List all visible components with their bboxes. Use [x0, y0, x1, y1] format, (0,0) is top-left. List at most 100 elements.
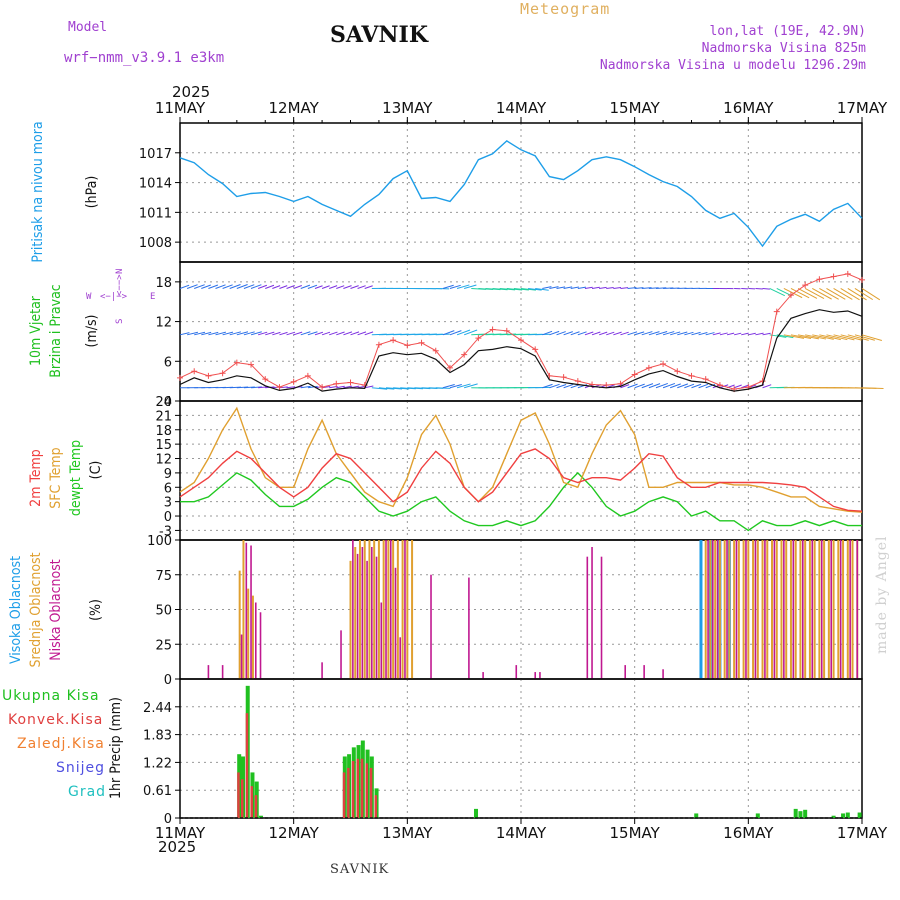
wind-barb: [861, 288, 881, 301]
wind-barb: [591, 286, 600, 289]
wind-barb: [598, 331, 608, 336]
panel-frame: [179, 261, 863, 402]
sfc-temp-line: [179, 406, 863, 513]
wind-barb: [812, 288, 832, 300]
wind-barb: [251, 386, 262, 389]
precip-bar: [237, 772, 240, 818]
wind-barb: [861, 387, 884, 389]
wind-barb: [528, 287, 542, 291]
wind-barb: [236, 284, 248, 289]
pressure-unit-label: (hPa): [84, 176, 100, 209]
compass-arrow-ns: <−−>: [115, 274, 125, 296]
wind-speed-line: [179, 309, 863, 392]
wind-barb: [627, 331, 638, 336]
wind-barb: [208, 331, 219, 336]
gust-marker: [787, 292, 794, 299]
wind-barb: [364, 385, 374, 389]
wind-barb: [670, 383, 681, 389]
wind-barb: [847, 288, 867, 301]
wind-unit-label: (m/s): [84, 315, 100, 348]
cloud-side-label-1: Visoka Oblacnost: [8, 556, 24, 664]
wind-barb: [634, 383, 645, 389]
gust-marker: [716, 382, 723, 389]
precip-bar: [356, 758, 360, 818]
gust-marker: [816, 276, 823, 283]
wind-barb: [549, 383, 560, 389]
wind-barb: [591, 331, 601, 336]
wind-barb: [840, 288, 860, 301]
gust-marker: [844, 270, 851, 277]
wind-barb: [556, 286, 566, 289]
precip-bar: [369, 767, 373, 818]
wind-barb: [449, 330, 462, 336]
wind-barb: [279, 285, 288, 289]
wind-barb: [620, 331, 629, 336]
wind-barb: [272, 331, 281, 336]
wind-barb: [243, 331, 255, 336]
dewpt-line: [180, 471, 862, 532]
y-tick-label: 24: [155, 395, 172, 410]
cloud-unit-label: (%): [88, 599, 104, 621]
wind-barb: [442, 284, 454, 289]
wind-barb: [755, 287, 763, 290]
precip-bar: [857, 812, 862, 818]
wind-barb: [641, 287, 652, 289]
precip-bar: [360, 758, 364, 818]
gust-marker: [233, 359, 240, 366]
wind-barb: [620, 384, 630, 389]
wind-barb: [734, 332, 742, 336]
wind-barb: [243, 386, 255, 389]
y-tick-label: 50: [155, 604, 172, 619]
wind-barb: [357, 285, 366, 289]
precip-bar: [351, 761, 355, 818]
wind-barb: [321, 285, 330, 289]
cloud-side-label-2: Srednja Oblacnost: [28, 552, 44, 667]
precip-bar: [245, 713, 249, 818]
wind-barb: [258, 386, 268, 389]
gust-marker: [375, 341, 382, 348]
precip-bar: [347, 767, 350, 818]
wind-barb: [762, 384, 772, 389]
y-tick-label: 1008: [139, 236, 172, 251]
wind-side-label-1: 10m Vjetar: [28, 295, 44, 366]
gust-marker: [333, 380, 340, 387]
wind-barb: [797, 334, 820, 340]
wind-barb: [677, 331, 688, 336]
wind-barb: [719, 332, 728, 336]
precip-bar: [240, 779, 244, 818]
gust-marker: [475, 335, 482, 342]
wind-barb: [179, 332, 190, 336]
precip-bar: [798, 811, 803, 818]
gust-marker: [219, 370, 226, 377]
wind-barb: [783, 334, 805, 339]
precip-bar: [365, 763, 369, 818]
gust-marker: [390, 337, 397, 344]
gust-marker: [631, 371, 638, 378]
wind-barb: [613, 287, 622, 289]
y-tick-label: 21: [155, 409, 172, 424]
wind-barb: [307, 284, 318, 289]
wind-barb: [449, 383, 462, 389]
wind-barb: [833, 334, 855, 341]
gust-marker: [503, 327, 510, 334]
wind-barb: [215, 284, 226, 289]
panel-frame: [179, 122, 863, 263]
compass-arrow-we: <−|−>: [100, 292, 128, 302]
lonlat-label: lon,lat (19E, 42.9N): [709, 24, 866, 39]
wind-barb: [861, 334, 882, 341]
wind-barb: [300, 284, 311, 289]
temp-side-label-3: dewpt Temp: [68, 440, 84, 516]
wind-barb: [655, 382, 668, 389]
wind-barb: [542, 286, 552, 289]
gust-marker: [262, 376, 269, 383]
x-tick-label-top: 12MAY: [269, 99, 320, 117]
wind-barb: [329, 331, 338, 336]
precip-bar: [694, 813, 699, 818]
wind-barb: [463, 329, 478, 336]
wind-barb: [464, 284, 477, 289]
wind-barb: [677, 383, 689, 389]
x-tick-label-top: 14MAY: [496, 99, 547, 117]
y-tick-label: 6: [164, 481, 172, 496]
precip-bar: [474, 808, 479, 818]
wind-barb: [634, 287, 644, 289]
